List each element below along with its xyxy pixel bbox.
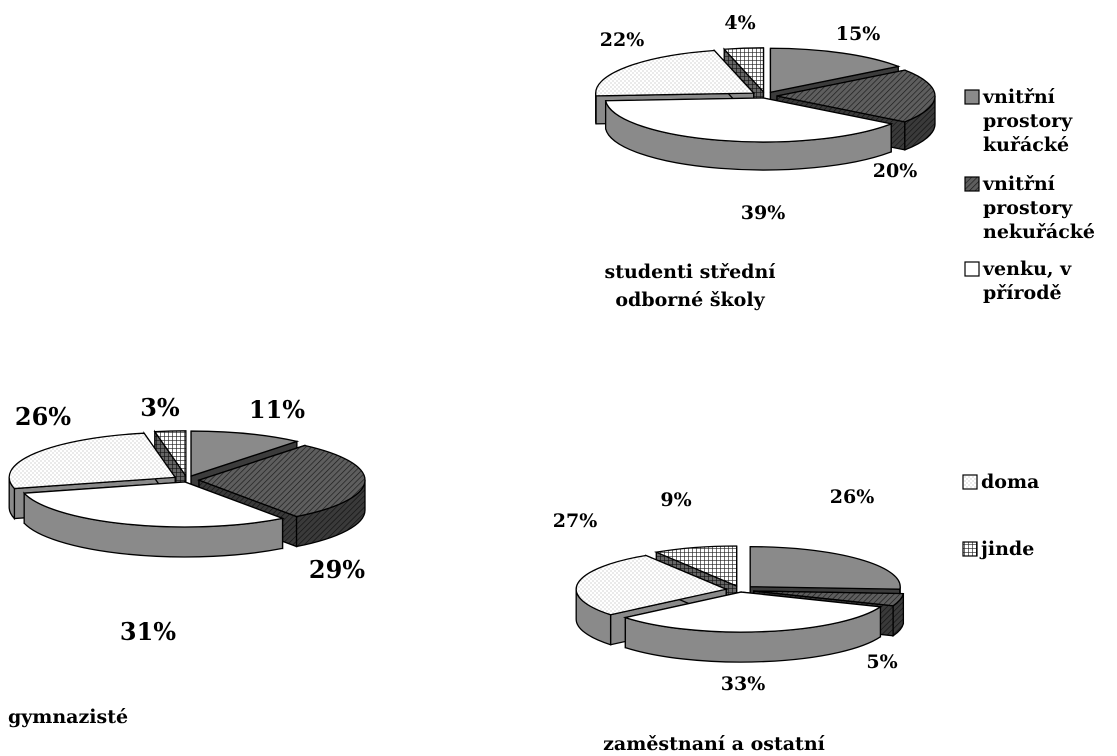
legend-label-kuracke: vnitřní prostory kuřácké bbox=[982, 86, 1079, 156]
legend-item-jinde: jinde bbox=[962, 538, 1034, 560]
pie-top-doma bbox=[575, 554, 729, 616]
pie-top-jinde bbox=[153, 430, 187, 478]
legend-item-venku: venku, v přírodě bbox=[964, 258, 1078, 304]
legend-label-jinde: jinde bbox=[979, 538, 1034, 560]
pie-top-kuracke bbox=[190, 430, 300, 477]
pie-title: studenti střední odborné školy bbox=[605, 261, 777, 311]
legend-swatch-nekuracke bbox=[964, 176, 980, 192]
pie-label-doma: 27% bbox=[553, 510, 598, 532]
pie-label-venku: 31% bbox=[120, 617, 176, 646]
pie-top-venku bbox=[622, 591, 883, 633]
pie-slice-venku bbox=[604, 97, 894, 171]
legend-swatch-doma bbox=[962, 474, 978, 490]
legend-top: vnitřní prostory kuřácké vnitřní prostor… bbox=[964, 86, 1095, 304]
pie-top-nekuracke bbox=[197, 444, 366, 518]
pie-top-venku bbox=[22, 481, 285, 528]
pies-layer: 15% 20% 39% 22% 4% studenti střední odborné šk… bbox=[8, 12, 936, 755]
pie-top-kuracke bbox=[769, 47, 901, 94]
pie-top-doma bbox=[595, 49, 756, 97]
pie-top-kuracke bbox=[749, 545, 901, 590]
pie-label-nekuracke: 29% bbox=[309, 555, 365, 584]
legend-swatch-jinde bbox=[962, 541, 978, 557]
legend-swatch-kuracke bbox=[964, 89, 980, 105]
pie-label-doma: 26% bbox=[15, 402, 71, 431]
legend-bottom: doma jinde bbox=[962, 471, 1039, 560]
pie-label-kuracke: 11% bbox=[249, 395, 305, 424]
legend-item-nekuracke: vnitřní prostory nekuřácké bbox=[964, 173, 1095, 243]
pie-label-jinde: 9% bbox=[660, 489, 691, 511]
pie-label-venku: 33% bbox=[721, 673, 766, 695]
legend-label-nekuracke: vnitřní prostory nekuřácké bbox=[982, 173, 1095, 243]
pie-label-nekuracke: 20% bbox=[873, 160, 918, 182]
pie-top-doma bbox=[8, 432, 177, 490]
pie-sides bbox=[575, 545, 905, 663]
pie-label-venku: 39% bbox=[741, 202, 786, 224]
pie-label-jinde: 4% bbox=[724, 12, 755, 34]
pie-top-jinde bbox=[653, 545, 738, 587]
pie-slice-venku bbox=[22, 481, 285, 558]
pie-top-nekuracke bbox=[753, 590, 905, 607]
pie-title: gymnazisté bbox=[8, 706, 128, 728]
pie-sides bbox=[8, 429, 366, 558]
legend-label-venku: venku, v přírodě bbox=[982, 258, 1078, 304]
pie-slice-venku bbox=[622, 591, 883, 663]
pie-sides bbox=[595, 47, 936, 171]
legend-swatch-venku bbox=[964, 261, 980, 277]
pie-chart-2: 11% 29% 31% 26% 3% gymnazisté bbox=[8, 393, 366, 728]
pie-top-venku bbox=[604, 97, 894, 143]
legend-label-doma: doma bbox=[981, 471, 1039, 493]
pie-label-nekuracke: 5% bbox=[866, 651, 897, 673]
pie-title: zaměstnaní a ostatní bbox=[603, 733, 826, 755]
pie-label-doma: 22% bbox=[600, 29, 645, 51]
legend-item-kuracke: vnitřní prostory kuřácké bbox=[964, 86, 1079, 156]
pie-chart-3: 26% 5% 33% 27% 9% zaměstnaní a ostatní bbox=[553, 486, 905, 755]
pie-label-jinde: 3% bbox=[140, 393, 180, 422]
pie-chart-1: 15% 20% 39% 22% 4% studenti střední odborné šk… bbox=[595, 12, 936, 311]
pie-top-nekuracke bbox=[776, 69, 936, 123]
legend-item-doma: doma bbox=[962, 471, 1039, 493]
pie-label-kuracke: 15% bbox=[836, 23, 881, 45]
pie-top-jinde bbox=[722, 47, 765, 94]
pie-label-kuracke: 26% bbox=[830, 486, 875, 508]
